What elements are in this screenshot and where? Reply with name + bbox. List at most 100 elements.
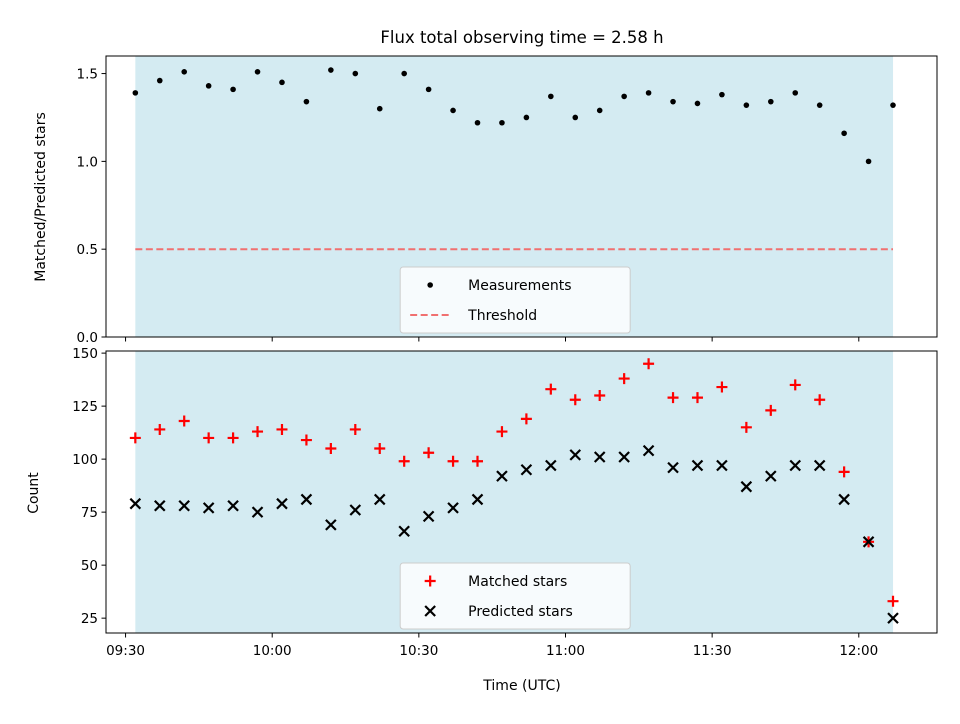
data-point <box>499 119 505 126</box>
data-point <box>645 90 652 96</box>
data-point <box>618 373 630 385</box>
data-point <box>132 90 139 96</box>
data-point <box>447 455 459 467</box>
data-point <box>621 93 627 100</box>
legend-item: Predicted stars <box>424 604 573 620</box>
data-point <box>178 415 190 427</box>
axes-frame <box>105 350 938 634</box>
data-point <box>594 390 606 402</box>
data-point <box>838 493 850 506</box>
data-point <box>496 426 508 438</box>
data-point <box>569 449 582 461</box>
x-tick-label: 10:30 <box>399 643 438 659</box>
data-point <box>520 413 532 425</box>
data-point <box>423 447 435 459</box>
y-tick-label: 150 <box>72 346 98 362</box>
data-point <box>300 434 312 446</box>
data-point <box>401 70 407 77</box>
top-panel: 0.0 0.5 1.0 1.5 Measurements Threshold <box>77 55 938 346</box>
data-point <box>450 107 456 114</box>
data-point <box>719 91 725 98</box>
legend-label: Matched stars <box>468 574 567 590</box>
data-point <box>887 612 899 624</box>
data-point <box>523 114 530 121</box>
data-point <box>276 423 288 435</box>
data-point <box>789 459 802 472</box>
data-point <box>156 77 163 84</box>
data-point <box>496 470 508 482</box>
data-point <box>765 404 777 416</box>
data-point <box>129 497 142 510</box>
data-point <box>670 98 676 105</box>
data-point <box>425 86 432 93</box>
data-point <box>841 130 847 137</box>
x-axis-label: Time (UTC) <box>482 678 560 694</box>
data-point <box>129 432 141 444</box>
data-point <box>716 459 728 472</box>
legend-swatch <box>424 575 436 587</box>
data-point <box>814 394 826 406</box>
data-point <box>813 459 826 472</box>
legend: Measurements Threshold <box>399 266 631 334</box>
data-point <box>643 358 655 370</box>
x-tick-label: 12:00 <box>839 643 878 659</box>
data-point <box>474 119 481 126</box>
x-tick-label: 09:30 <box>106 643 145 659</box>
data-point <box>548 93 554 100</box>
y-tick-label: 50 <box>81 558 98 574</box>
legend-frame <box>399 562 631 630</box>
legend-label: Predicted stars <box>468 604 573 620</box>
data-point <box>545 459 557 472</box>
y-tick-label: 75 <box>81 505 98 521</box>
data-point <box>349 423 361 435</box>
data-point <box>230 86 236 93</box>
data-point <box>593 451 606 463</box>
top-ylabel: Matched/Predicted stars <box>33 112 49 282</box>
y-tick-label: 0.0 <box>77 330 98 346</box>
y-tick-label: 25 <box>81 611 98 627</box>
x-tick-label: 11:30 <box>693 643 732 659</box>
data-point <box>545 383 557 395</box>
data-point <box>768 98 774 105</box>
y-tick-label: 0.5 <box>77 242 98 258</box>
data-point <box>618 451 630 463</box>
data-point <box>202 502 215 514</box>
legend: Matched stars Predicted stars <box>399 562 631 630</box>
data-point <box>325 443 337 455</box>
data-point <box>279 79 285 86</box>
data-point <box>789 379 801 391</box>
data-point <box>254 69 261 75</box>
axes-frame <box>105 55 938 338</box>
data-point <box>328 67 334 73</box>
data-point <box>694 100 701 107</box>
y-tick-label: 1.5 <box>77 67 98 83</box>
data-point <box>181 69 188 75</box>
data-point <box>252 426 264 438</box>
data-point <box>398 455 410 467</box>
data-point <box>887 595 899 607</box>
data-point <box>227 432 239 444</box>
data-point <box>349 504 362 516</box>
data-point <box>865 158 872 165</box>
data-point <box>596 107 603 114</box>
data-point <box>300 493 313 506</box>
y-tick-label: 100 <box>72 452 98 468</box>
data-point <box>667 392 679 404</box>
data-point <box>862 536 875 548</box>
data-point <box>691 392 703 404</box>
data-point <box>398 525 410 538</box>
data-point <box>642 444 655 457</box>
data-point <box>572 114 579 121</box>
data-point <box>153 500 166 512</box>
data-point <box>716 381 728 393</box>
data-point <box>374 443 386 455</box>
data-point <box>154 423 166 435</box>
data-point <box>691 459 704 472</box>
legend-frame <box>399 266 631 334</box>
legend-item: Measurements <box>427 278 572 294</box>
data-point <box>667 461 679 474</box>
legend-item: Threshold <box>410 308 537 324</box>
data-point <box>792 90 799 96</box>
data-point <box>227 500 239 512</box>
data-point <box>890 102 896 108</box>
